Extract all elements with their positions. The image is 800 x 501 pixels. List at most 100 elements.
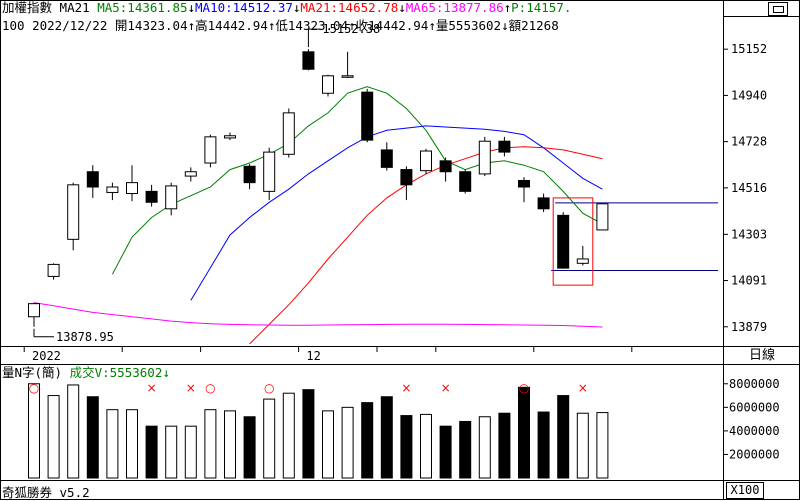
index-name: 加權指數	[2, 0, 53, 15]
ma5-value: MA5:14361.85	[97, 0, 188, 15]
volume-bar	[380, 396, 393, 479]
volume-bar	[67, 384, 80, 479]
volume-bar	[537, 411, 550, 479]
high-value: 高14442.94	[195, 18, 268, 33]
date-label: 100 2022/12/22	[2, 18, 108, 33]
candle	[263, 147, 276, 201]
volume-bar	[28, 383, 40, 479]
candle	[165, 182, 178, 216]
candle	[459, 169, 472, 194]
deal-volume-value: 成交V:5553602	[69, 365, 163, 380]
candle	[28, 302, 40, 327]
amount-value: 額21268	[508, 18, 559, 33]
volume-bar	[341, 406, 354, 479]
candle	[224, 132, 236, 141]
candle-body-down	[459, 171, 472, 192]
candle	[518, 177, 530, 203]
volume-bar	[204, 409, 217, 479]
candle-body-down	[380, 149, 393, 168]
candle	[439, 157, 452, 182]
ma5-arrow-icon: ↓	[187, 0, 196, 15]
candle	[302, 49, 315, 71]
candle	[498, 136, 511, 157]
candle	[380, 142, 393, 171]
candle-body-up	[204, 136, 217, 164]
candle-body-up	[341, 75, 354, 78]
ma10-value: MA10:14512.37	[195, 0, 293, 15]
close-value: 收14442.94	[355, 18, 429, 33]
volume-tick-label: 4000000	[729, 424, 780, 438]
candle	[557, 212, 570, 269]
volume-bars	[28, 383, 609, 479]
candle-body-down	[498, 140, 511, 153]
volume-bar	[86, 396, 99, 479]
candle-body-up	[126, 182, 138, 195]
candle-body-up	[106, 186, 119, 193]
circle-mark-icon: ○	[29, 381, 39, 395]
moving-averages	[33, 86, 603, 345]
candle-body-up	[478, 140, 491, 175]
price-tick-label: 15152	[731, 42, 767, 56]
candle-body-down	[302, 51, 315, 70]
candles	[28, 49, 609, 327]
volume-header: 量N字(簡) 成交V:5553602↓	[2, 365, 170, 381]
candle	[106, 182, 119, 201]
candle	[322, 74, 334, 97]
candle	[86, 165, 99, 198]
price-tick-label: 14091	[731, 274, 767, 288]
candle-body-down	[557, 214, 570, 269]
ma-line-ma21	[249, 146, 603, 345]
volume-bar	[165, 425, 178, 479]
ohlc-header: 100 2022/12/22 開14323.04↑高14442.94↑低1432…	[2, 18, 559, 34]
candle	[341, 51, 354, 78]
ma-line-ma5	[111, 86, 603, 275]
volume-axis: 8000000 6000000 4000000 2000000	[723, 377, 780, 461]
candle	[243, 164, 256, 190]
window-toggle-icon[interactable]	[768, 2, 788, 16]
candle-body-up	[596, 203, 609, 231]
candle-body-up	[263, 151, 276, 192]
cross-mark-icon: ×	[578, 381, 588, 395]
app-footer: 奇狐勝券 v5.2	[2, 485, 90, 500]
volume-bar	[224, 410, 236, 479]
volume-bar	[184, 425, 197, 479]
volume-bar	[322, 410, 334, 479]
candle-body-up	[28, 303, 40, 318]
circle-mark-icon: ○	[264, 381, 274, 395]
open-arrow-icon: ↑	[187, 18, 196, 33]
volume-marks: ○ × × ○ ○ × × ○ ×	[29, 381, 588, 395]
volume-bar	[145, 425, 158, 479]
volume-bar	[498, 412, 511, 479]
ma-line-ma10	[190, 125, 603, 301]
volume-bar	[420, 413, 432, 479]
candle-body-up	[47, 263, 60, 277]
price-tick-label: 14940	[731, 88, 767, 102]
candle	[596, 203, 609, 231]
candle	[204, 134, 217, 168]
volume-bar	[459, 420, 472, 479]
candle-body-down	[145, 190, 158, 203]
ma10-arrow-icon: ↓	[292, 0, 301, 15]
volume-arrow-icon: ↓	[501, 18, 509, 33]
volume-bar	[596, 412, 609, 479]
volume-tick-label: 6000000	[729, 400, 780, 414]
volume-bar	[557, 395, 570, 479]
period-button[interactable]: 日線	[748, 348, 775, 363]
low-annotation: 13878.95	[56, 330, 114, 344]
candle	[145, 184, 158, 207]
zoom-button[interactable]: X100	[726, 482, 764, 499]
candle	[400, 166, 413, 201]
date-axis: 2022 12	[32, 349, 321, 363]
highlight-box	[552, 197, 594, 286]
volume-bar	[302, 389, 315, 479]
volume-bar	[47, 395, 60, 479]
highlight-rect	[552, 197, 594, 286]
indicator-header: 加權指數 MA21 MA5:14361.85↓MA10:14512.37↓MA2…	[2, 0, 571, 16]
candle	[361, 88, 374, 143]
p-value: P:14157.	[511, 0, 572, 15]
candle-body-down	[439, 160, 452, 173]
candle	[126, 165, 138, 202]
candle	[478, 136, 491, 177]
date-label: 12	[306, 349, 320, 363]
